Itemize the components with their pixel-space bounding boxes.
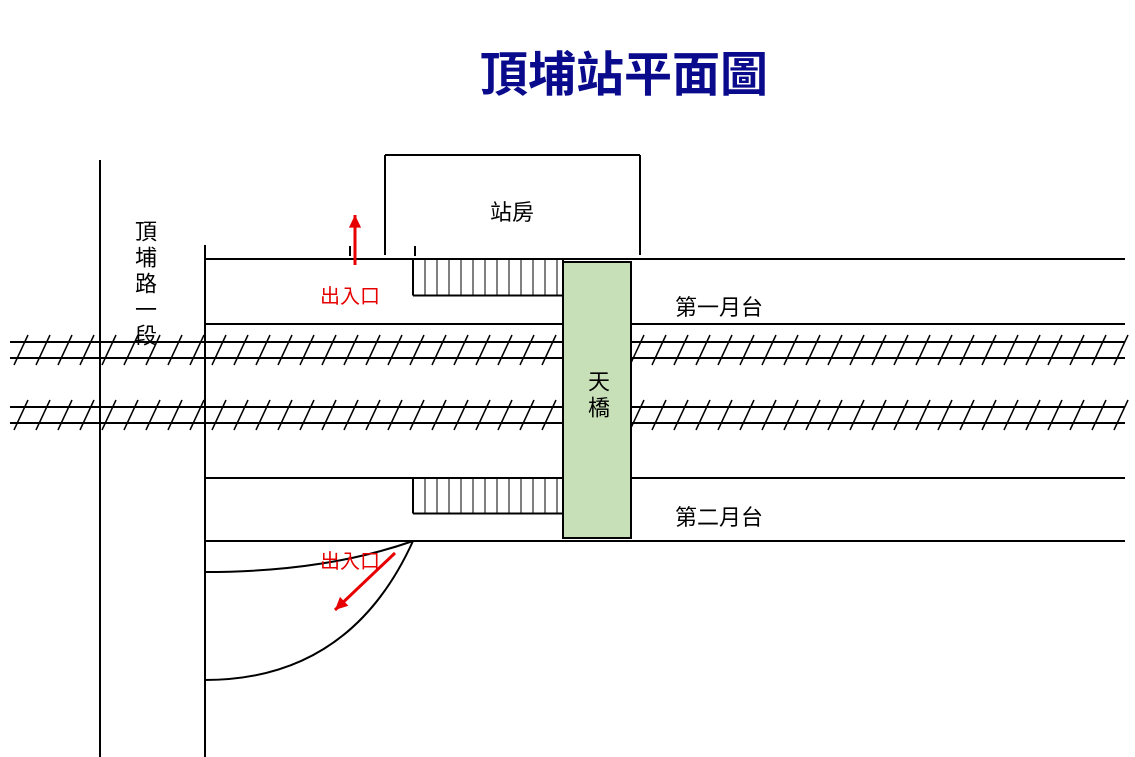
entrance-label-2: 出入口	[320, 545, 380, 574]
entrance-label-1: 出入口	[320, 280, 380, 309]
road-label: 頂埔路一段	[130, 220, 162, 350]
diagram-title: 頂埔站平面圖	[480, 35, 768, 105]
platform-2-label: 第二月台	[675, 500, 763, 532]
station-floor-plan	[0, 0, 1135, 757]
bridge-label: 天橋	[583, 370, 615, 422]
platform-1-label: 第一月台	[675, 290, 763, 322]
station-building-label: 站房	[490, 195, 534, 227]
